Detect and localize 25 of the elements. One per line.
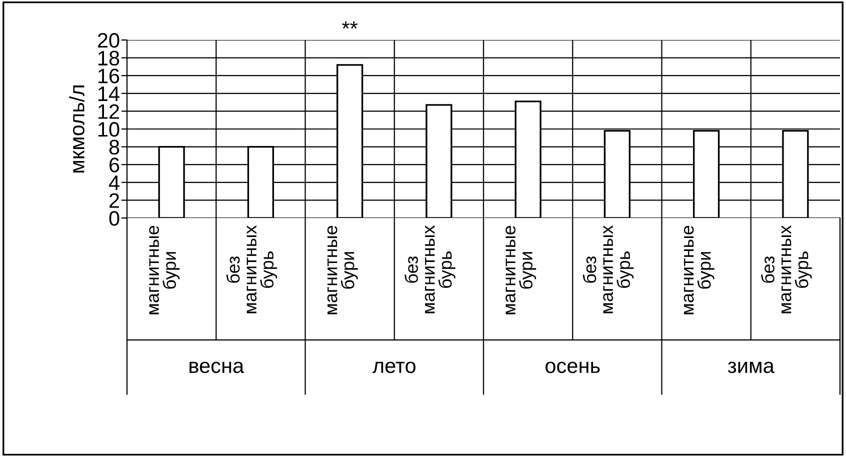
text: зима <box>728 362 774 374</box>
y-tick-label: 18 <box>98 50 120 66</box>
text: весна <box>190 362 244 374</box>
x-tick-label: без магнитных бурь <box>582 225 634 314</box>
y-tick-label: 8 <box>109 140 120 155</box>
x-tick-label: магнитные бури <box>149 226 180 314</box>
y-tick-label: 6 <box>110 158 120 172</box>
x-tick-label: магнитные бури <box>684 226 714 314</box>
y-tick-label: 16 <box>98 68 120 84</box>
y-tick-label: 2 <box>110 193 120 208</box>
x-tick-label: магнитные бури <box>506 226 536 314</box>
x-tick-label: без магнитных бурь <box>404 225 456 314</box>
x-tick-label: без магнитных бурь <box>226 225 278 314</box>
text: лето <box>372 362 416 374</box>
y-tick-label: 14 <box>98 86 120 101</box>
y-tick-label: 20 <box>98 33 120 48</box>
y-tick-label: 12 <box>98 104 120 119</box>
y-tick-label: 10 <box>98 122 120 137</box>
x-tick-label: магнитные бури <box>327 226 358 314</box>
y-tick-label: 4 <box>108 176 120 190</box>
text: осень <box>546 362 600 374</box>
x-tick-label: без магнитных бурь <box>761 225 812 314</box>
y-tick-label: 0 <box>109 211 120 226</box>
y-axis-title: мкмоль/л <box>69 86 84 172</box>
text: ** <box>342 21 358 29</box>
